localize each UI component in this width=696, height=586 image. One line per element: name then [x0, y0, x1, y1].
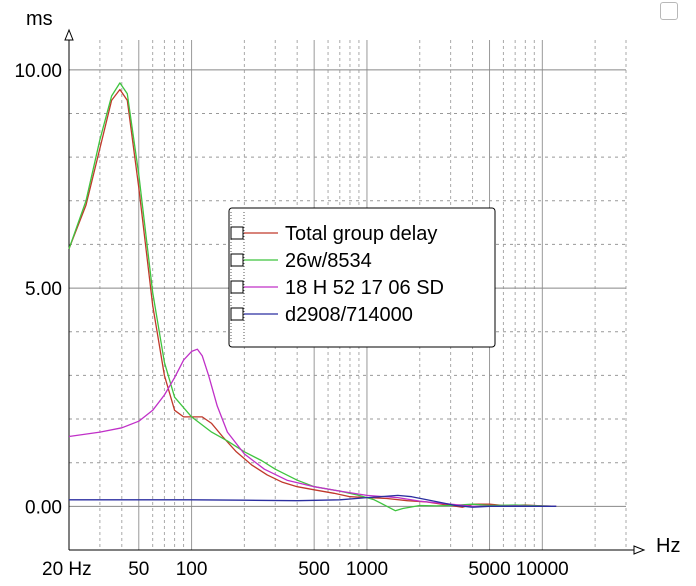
series-line-1: [68, 82, 557, 512]
legend-label: 26w/8534: [285, 250, 372, 272]
y-tick-label: 5.00: [25, 279, 62, 300]
x-tick-label: 50: [128, 559, 149, 580]
x-tick-label: 100: [176, 559, 208, 580]
x-tick-label: 500: [298, 559, 330, 580]
legend-label: Total group delay: [285, 223, 437, 245]
x-tick-label: 5000: [468, 559, 510, 580]
y-axis-unit: ms: [26, 8, 53, 30]
legend-checkbox[interactable]: [230, 307, 244, 321]
series-line-2: [68, 348, 557, 507]
axes: [64, 28, 646, 555]
legend-checkbox[interactable]: [230, 253, 244, 267]
legend-label: 18 H 52 17 06 SD: [285, 277, 444, 299]
corner-checkbox[interactable]: [660, 2, 678, 20]
legend-frame: [228, 207, 496, 348]
x-axis-arrow: [633, 545, 646, 555]
y-tick-label: 10.00: [14, 61, 62, 82]
x-axis-unit: Hz: [656, 535, 680, 557]
series-line-3: [69, 494, 557, 508]
x-tick-label: 1000: [346, 559, 388, 580]
y-axis-arrow: [64, 28, 74, 41]
legend-checkbox[interactable]: [230, 226, 244, 240]
x-tick-label: 10000: [516, 559, 569, 580]
legend: Total group delay 26w/8534 18 H 52 17 06 S…: [228, 207, 496, 348]
legend-label: d2908/714000: [285, 304, 413, 326]
legend-checkbox[interactable]: [230, 280, 244, 294]
y-tick-label: 0.00: [25, 497, 62, 518]
series-lines: [68, 82, 557, 512]
tick-labels: 10.00 5.00 0.00 20 Hz 50 100 500 1000 5000 10000: [14, 61, 568, 580]
x-tick-label: 20 Hz: [42, 559, 92, 580]
